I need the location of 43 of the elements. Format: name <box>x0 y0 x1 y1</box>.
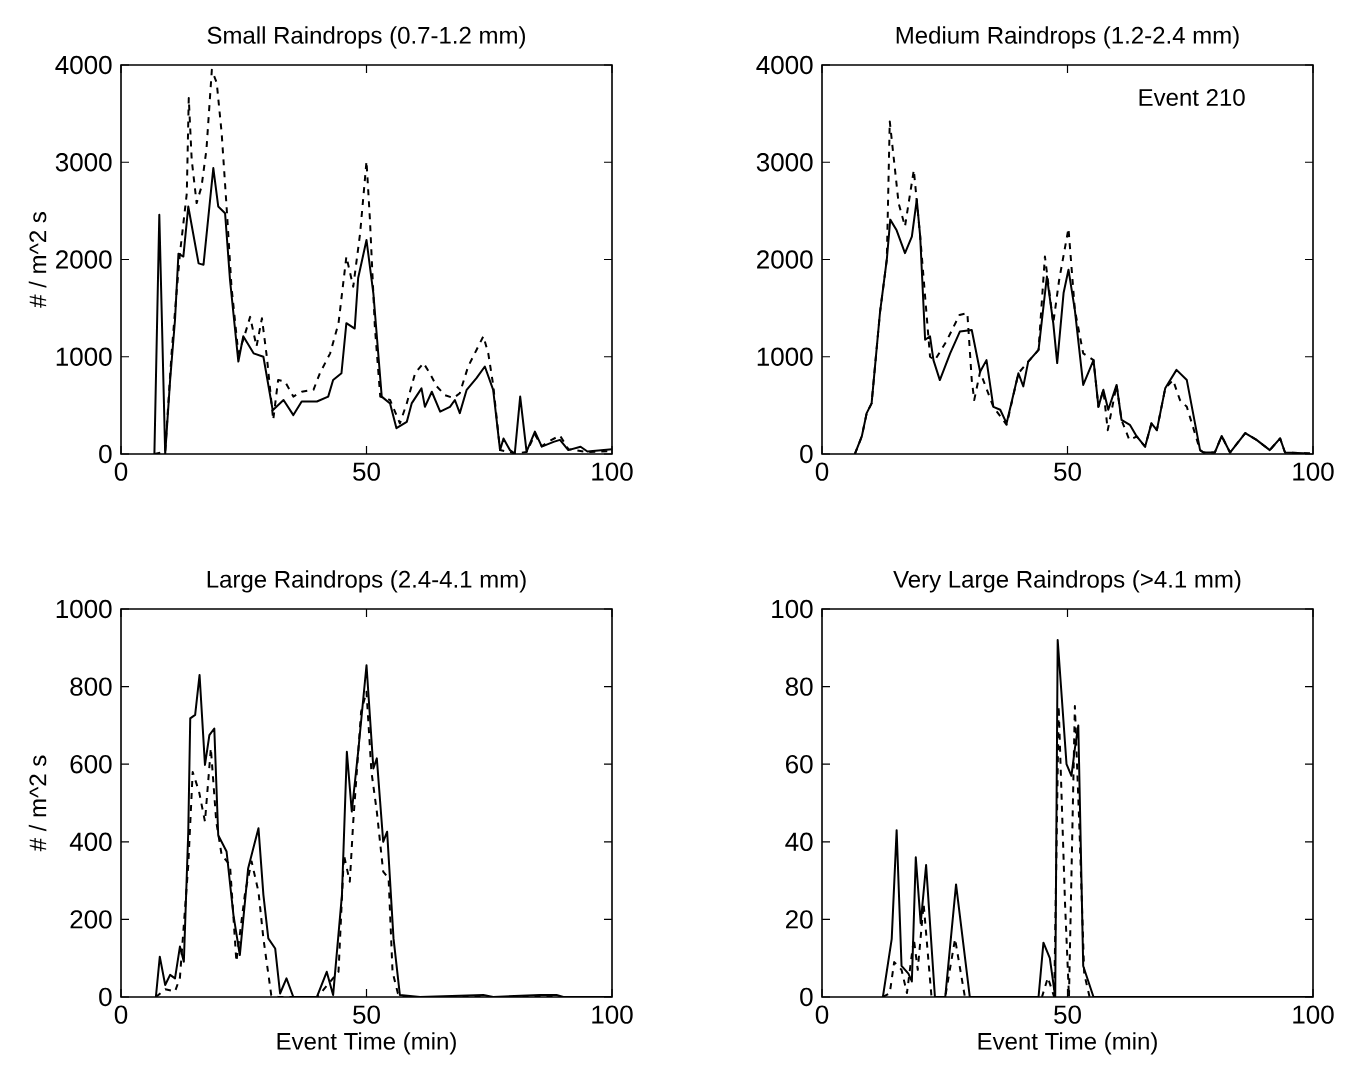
y-tick-label: 200 <box>70 910 112 929</box>
y-tick-label: 60 <box>786 754 813 774</box>
x-tick-label: 50 <box>1054 1005 1081 1024</box>
y-tick-label: 4000 <box>756 55 813 75</box>
y-tick-label: 0 <box>800 444 813 464</box>
y-tick-label: 80 <box>785 677 813 696</box>
y-tick-label: 3000 <box>55 153 112 172</box>
y-tick-label: 40 <box>785 832 813 851</box>
y-tick-label: 400 <box>69 832 112 851</box>
x-tick-label: 100 <box>1293 1005 1334 1024</box>
y-tick-label: 2000 <box>757 250 813 269</box>
x-tick-label: 0 <box>114 1005 128 1024</box>
y-tick-label: 100 <box>772 599 813 619</box>
y-tick-label: 2000 <box>56 250 112 269</box>
chart-title: Medium Raindrops (1.2-2.4 mm) <box>896 26 1239 49</box>
y-tick-label: 0 <box>99 444 112 464</box>
x-tick-label: 0 <box>114 462 128 481</box>
y-tick-label: 800 <box>70 677 112 696</box>
y-axis-title: # / m^2 s <box>28 755 47 852</box>
chart-title: Very Large Raindrops (>4.1 mm) <box>893 570 1241 593</box>
x-axis-title: Event Time (min) <box>277 1032 456 1055</box>
y-tick-label: 0 <box>99 987 112 1007</box>
y-tick-label: 20 <box>786 910 813 929</box>
x-tick-label: 100 <box>1293 462 1334 481</box>
y-tick-label: 1000 <box>757 347 813 366</box>
x-tick-label: 50 <box>353 462 380 481</box>
chart-title: Large Raindrops (2.4-4.1 mm) <box>207 570 526 593</box>
y-tick-label: 1000 <box>56 347 112 366</box>
y-tick-label: 4000 <box>55 55 112 75</box>
y-axis-title: # / m^2 s <box>28 212 47 308</box>
chart-title: Small Raindrops (0.7-1.2 mm) <box>207 26 525 49</box>
x-tick-label: 50 <box>1054 462 1081 481</box>
x-tick-label: 100 <box>592 462 633 481</box>
x-axis-title: Event Time (min) <box>978 1032 1157 1055</box>
y-tick-label: 600 <box>70 754 112 774</box>
annotation: Event 210 <box>1139 88 1245 106</box>
y-tick-label: 0 <box>800 987 813 1007</box>
x-tick-label: 0 <box>815 1005 829 1024</box>
y-tick-label: 1000 <box>56 599 112 619</box>
y-tick-label: 3000 <box>756 153 813 172</box>
x-tick-label: 50 <box>353 1005 380 1024</box>
x-tick-label: 100 <box>592 1005 633 1024</box>
x-tick-label: 0 <box>815 462 829 481</box>
